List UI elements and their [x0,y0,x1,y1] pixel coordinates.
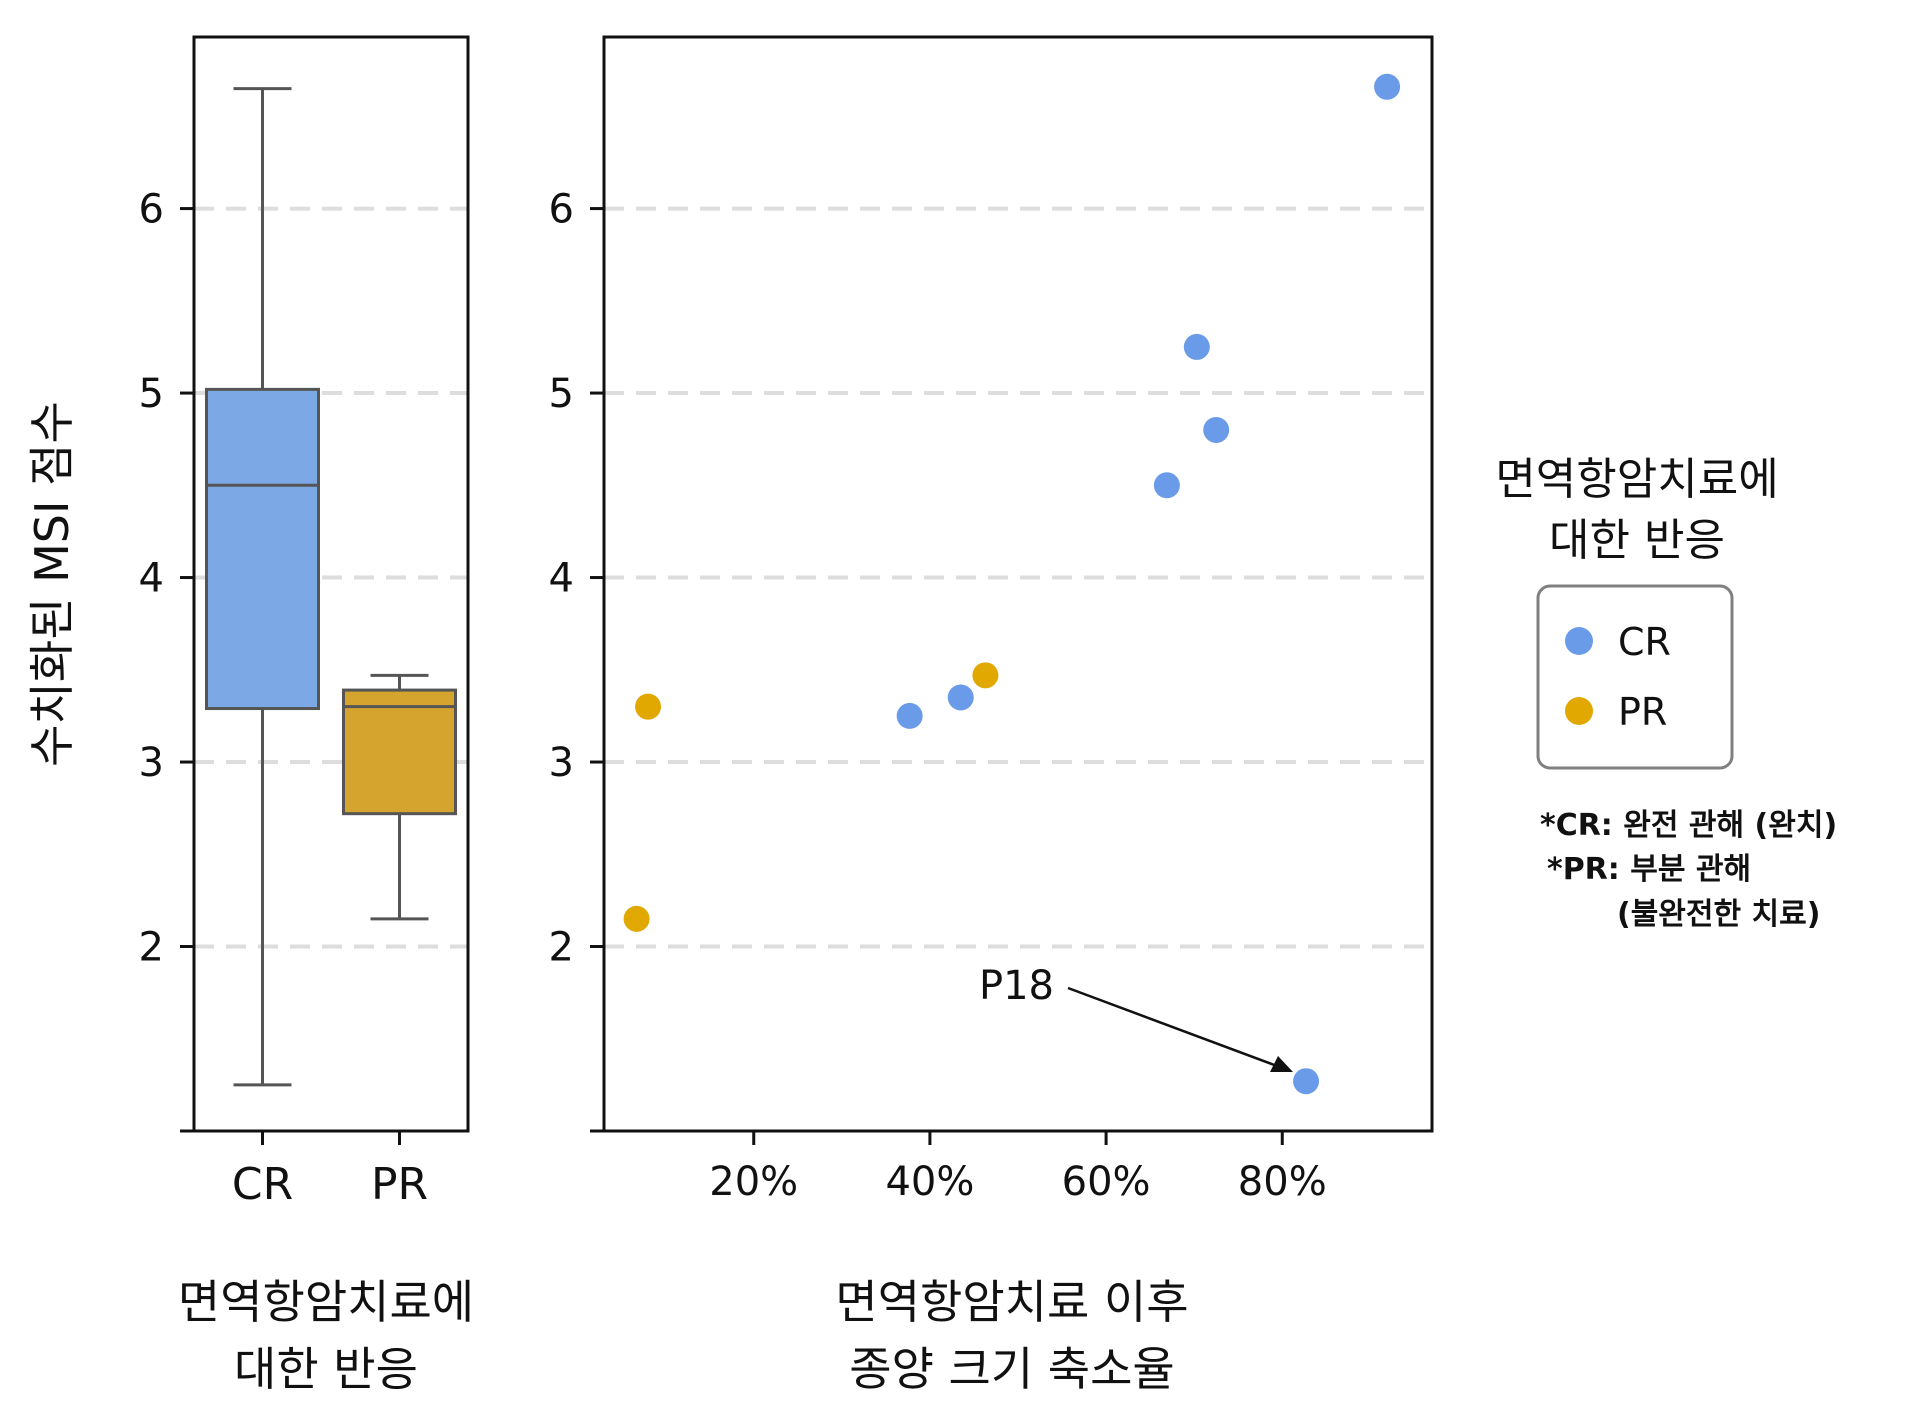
scatter-gridlines [604,206,1432,949]
boxplot-x-axis-label-line-1: 면역항암치료에 [178,1275,474,1329]
p18-annotation: P18 [979,963,1293,1072]
boxplot-panel: 2 3 4 5 6 CR PR 수치화된 MSI 점수 면역항암치료에 대한 반응 [25,35,474,1396]
scatter-point-cr [1153,472,1180,499]
scatter-point-cr [896,702,923,729]
boxplot-x-tick-label: PR [371,1159,428,1210]
scatter-point-cr [1293,1068,1320,1095]
legend-title-line-2: 대한 반응 [1549,515,1725,566]
note-cr: *CR: 완전 관해 (완치) [1540,808,1837,843]
scatter-x-tick-label: 60% [1062,1159,1151,1205]
boxplot-y-ticks: 2 3 4 5 6 [139,187,194,1133]
note-pr: *PR: 부분 관해 [1547,852,1751,887]
scatter-x-ticks: 20% 40% 60% 80% [709,1131,1327,1205]
scatter-points [623,73,1401,1095]
y-axis-label: 수치화된 MSI 점수 [25,401,79,767]
box-pr [342,688,457,816]
boxplot-y-tick-label: 2 [139,925,164,971]
boxplot-frame [192,35,470,1133]
abbreviation-notes: *CR: 완전 관해 (완치) *PR: 부분 관해 (불완전한 치료) [1540,808,1837,932]
boxplot-x-ticks: CR PR [232,1131,428,1210]
scatter-x-axis-label-line-1: 면역항암치료 이후 [835,1275,1188,1329]
scatter-y-tick-label: 6 [549,187,574,233]
scatter-point-cr [1203,416,1230,443]
scatter-y-tick-label: 3 [549,740,574,786]
boxplot-y-tick-label: 4 [139,556,164,602]
scatter-x-tick-label: 20% [709,1159,798,1205]
annotation-label: P18 [979,963,1054,1009]
note-pr-detail: (불완전한 치료) [1617,897,1820,932]
scatter-panel: P18 2 3 4 5 6 20% 40% 60% 80% 면역항암치료 이후 종양 크기 축… [549,35,1434,1396]
scatter-x-tick-label: 80% [1238,1159,1327,1205]
boxplot-y-tick-label: 5 [139,371,164,417]
scatter-point-cr [1374,73,1401,100]
scatter-point-cr [947,684,974,711]
scatter-y-tick-label: 4 [549,556,574,602]
boxplot-boxes [205,87,457,1087]
scatter-frame [602,35,1434,1133]
scatter-x-tick-label: 40% [885,1159,974,1205]
scatter-point-pr [623,905,650,932]
annotation-arrowhead [1270,1056,1293,1072]
legend-title-line-1: 면역항암치료에 [1495,454,1778,505]
boxplot-x-axis-label-line-2: 대한 반응 [234,1342,418,1396]
scatter-point-pr [972,662,999,689]
scatter-point-pr [635,693,662,720]
boxplot-x-tick-label: CR [232,1159,293,1210]
legend-label-pr: PR [1618,690,1667,734]
scatter-y-ticks: 2 3 4 5 6 [549,187,604,1133]
scatter-x-axis-label-line-2: 종양 크기 축소율 [849,1342,1174,1396]
legend-box [1536,584,1734,770]
boxplot-y-tick-label: 6 [139,187,164,233]
legend-items: CR PR [1565,620,1671,734]
annotation-arrow-line [1067,986,1278,1068]
box-cr [205,387,320,711]
legend-label-cr: CR [1618,620,1671,664]
scatter-y-tick-label: 5 [549,371,574,417]
legend-marker-cr [1565,627,1593,655]
legend: 면역항암치료에 대한 반응 CR PR [1495,454,1779,770]
legend-marker-pr [1565,697,1593,725]
scatter-point-cr [1183,333,1210,360]
boxplot-y-tick-label: 3 [139,740,164,786]
scatter-y-tick-label: 2 [549,925,574,971]
